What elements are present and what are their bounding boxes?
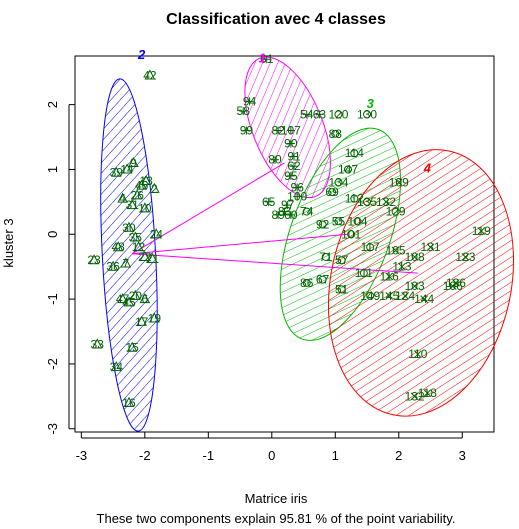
point-label: 23 (87, 253, 101, 267)
point-label: 92 (316, 218, 330, 232)
point-label: 111 (355, 266, 374, 280)
point-label: 54 (300, 107, 314, 121)
point-label: 34 (110, 360, 124, 374)
y-tick-label: 0 (45, 231, 60, 238)
point-label: 107 (281, 124, 301, 138)
point-label: 119 (472, 224, 491, 238)
cluster-label-2: 2 (137, 47, 146, 62)
point-label: 90 (284, 137, 298, 151)
point-label: 80 (268, 153, 282, 167)
point-label: 132 (405, 389, 425, 403)
point-label: 110 (408, 347, 427, 361)
y-tick-label: 1 (45, 166, 60, 173)
y-tick-label: -3 (45, 423, 60, 435)
point-label: 39 (110, 166, 124, 180)
point-label: 6 (141, 292, 148, 306)
point-label: 147 (338, 162, 358, 176)
point-label: 33 (91, 337, 105, 351)
point-label: 48 (111, 240, 125, 254)
point-label: 83 (278, 205, 292, 219)
y-axis-label: kluster 3 (1, 218, 16, 267)
point-label: 116 (380, 269, 399, 283)
point-label: 149 (360, 289, 380, 303)
point-label: 117 (361, 240, 380, 254)
point-label: 123 (455, 250, 475, 264)
point-label: 67 (316, 273, 330, 287)
point-label: 71 (319, 250, 333, 264)
point-label: 45 (122, 295, 136, 309)
point-label: 104 (347, 214, 367, 228)
point-label: 144 (414, 292, 434, 306)
point-label: 86 (300, 276, 314, 290)
y-tick-label: -2 (45, 358, 60, 370)
point-label: 24 (150, 227, 164, 241)
point-label: 21 (146, 252, 160, 266)
point-label: 88 (329, 127, 343, 141)
point-label: 12 (132, 240, 146, 254)
point-label: 51 (335, 282, 349, 296)
point-label: 42 (143, 68, 157, 82)
point-label: 99 (240, 124, 254, 138)
x-tick-label: -1 (203, 448, 215, 463)
point-label: 17 (135, 315, 149, 329)
point-label: 114 (345, 146, 364, 160)
point-label: 101 (341, 227, 361, 241)
x-tick-label: 2 (395, 448, 402, 463)
x-tick-label: -3 (76, 448, 88, 463)
point-label: 124 (395, 289, 415, 303)
cluster-label-1: 1 (259, 50, 266, 65)
point-label: 2 (151, 182, 158, 196)
point-label: 65 (262, 195, 276, 209)
chart-subtitle: These two components explain 95.81 % of … (97, 511, 456, 526)
point-label: 58 (237, 104, 251, 118)
point-label: 63 (313, 107, 327, 121)
x-tick-label: 0 (268, 448, 275, 463)
point-label: 69 (325, 185, 339, 199)
point-label: 109 (389, 175, 409, 189)
point-label: 57 (335, 253, 349, 267)
point-label: 74 (300, 205, 314, 219)
point-label: 7 (122, 256, 129, 270)
point-label: 105 (386, 243, 406, 257)
point-label: 36 (106, 260, 120, 274)
cluster-label-4: 4 (423, 161, 432, 176)
point-label: 10 (138, 201, 152, 215)
y-tick-label: 2 (45, 101, 60, 108)
point-label: 55 (332, 214, 346, 228)
x-axis-label: Matrice iris (245, 491, 308, 506)
x-tick-label: -2 (139, 448, 151, 463)
point-label: 132 (376, 195, 396, 209)
point-label: 9 (130, 156, 137, 170)
cluster-label-3: 3 (367, 96, 375, 111)
x-tick-label: 3 (459, 448, 466, 463)
point-label: 135 (357, 195, 377, 209)
y-tick-label: -1 (45, 293, 60, 305)
point-label: 16 (122, 396, 136, 410)
x-tick-label: 1 (332, 448, 339, 463)
point-label: 120 (328, 107, 348, 121)
point-label: 136 (446, 276, 466, 290)
point-label: 15 (125, 341, 139, 355)
point-label: 19 (148, 312, 162, 326)
plot-area: -3 -2 -1 0 1 2 3-3-2-1012421439946134 3126 21030… (45, 45, 519, 463)
chart-title: Classification avec 4 classes (166, 11, 386, 28)
point-label: 26 (131, 188, 145, 202)
